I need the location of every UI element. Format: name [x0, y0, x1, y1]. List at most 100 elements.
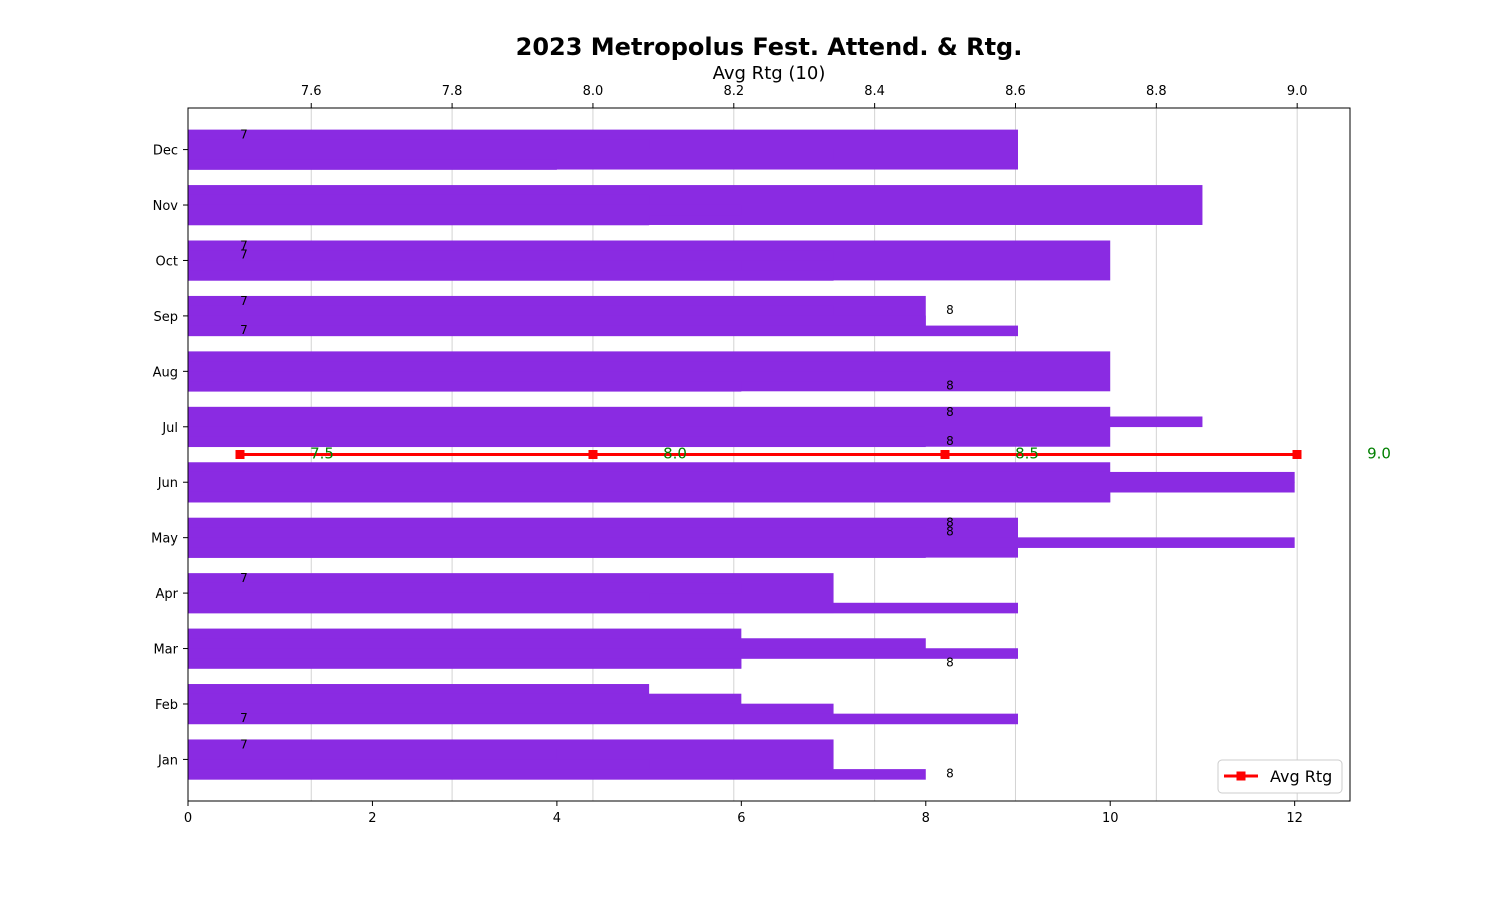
bar-dec-strip [188, 139, 650, 150]
bar-annotation: 8 [946, 303, 954, 317]
bar-jun-strip [188, 481, 1295, 493]
rating-marker [235, 450, 245, 459]
y-tick-label: Jun [157, 476, 178, 491]
bar-annotation: 8 [946, 405, 954, 419]
rating-label: 8.5 [1015, 445, 1039, 463]
y-tick-label: Mar [153, 643, 178, 658]
x-tick-label: 2 [368, 811, 376, 826]
bar-jan-strip [188, 749, 557, 760]
bar-annotation: 8 [946, 434, 954, 448]
top-tick-label: 8.2 [723, 84, 744, 99]
bar-mar-strip [188, 658, 742, 669]
bar-jul-strip [188, 436, 926, 448]
bar-annotation: 8 [946, 516, 954, 530]
bar-sep-strip [188, 325, 1018, 337]
rating-marker [588, 450, 598, 459]
y-tick-label: Nov [153, 199, 179, 214]
bar-feb-strip [188, 703, 834, 715]
legend-marker [1236, 771, 1246, 781]
bar-nov-strip [188, 204, 742, 216]
y-tick-label: Aug [153, 365, 178, 380]
rating-marker [1292, 450, 1302, 459]
bar-annotation: 8 [946, 656, 954, 670]
bar-nov-strip [188, 194, 650, 206]
top-tick-label: 8.6 [1005, 84, 1026, 99]
y-tick-label: Apr [156, 587, 179, 602]
y-tick-label: May [151, 532, 178, 547]
bar-jul-strip [188, 416, 1203, 428]
bar-annotation: 7 [240, 239, 248, 253]
legend-box [1217, 759, 1343, 794]
bar-annotation: 7 [240, 571, 248, 585]
bar-aug-strip [188, 371, 926, 382]
top-tick-label: 7.6 [301, 84, 322, 99]
bar-aug-strip [188, 381, 742, 392]
bar-may-strip [188, 527, 926, 538]
bar-dec-strip [188, 149, 834, 160]
rating-label: 8.0 [663, 445, 687, 463]
rating-label: 9.0 [1367, 445, 1391, 463]
bar-may-strip [188, 547, 926, 558]
bar-annotation: 7 [240, 128, 248, 142]
y-tick-label: Dec [153, 144, 178, 159]
bar-oct-strip [188, 270, 834, 281]
y-tick-label: Jan [157, 753, 178, 768]
bar-annotation: 8 [946, 378, 954, 392]
bar-jun-strip [188, 471, 1295, 483]
bar-annotation: 7 [240, 737, 248, 751]
bar-mar-strip [188, 648, 1018, 659]
bar-jul-strip [188, 426, 926, 438]
legend-label: Avg Rtg [1270, 767, 1332, 786]
chart-title: 2023 Metropolus Fest. Attend. & Rtg. [516, 33, 1023, 61]
bar-jan-strip [188, 759, 650, 770]
rating-marker [940, 450, 950, 459]
bar-oct-strip [188, 260, 742, 271]
y-tick-label: Oct [156, 254, 178, 269]
bar-jun-strip [188, 491, 1111, 503]
bar-apr-strip [188, 592, 650, 604]
x-tick-label: 8 [922, 811, 930, 826]
bar-annotation: 7 [240, 711, 248, 725]
plot-frame [187, 107, 1351, 802]
bar-aug-strip [188, 361, 1018, 372]
bar-mar-strip [188, 638, 926, 649]
x-tick-label: 12 [1286, 811, 1303, 826]
top-tick-label: 9.0 [1287, 84, 1308, 99]
x-tick-label: 4 [553, 811, 561, 826]
y-tick-label: Jul [161, 421, 178, 436]
bar-sep-strip [188, 315, 926, 327]
x-tick-label: 0 [184, 811, 192, 826]
x-tick-label: 6 [737, 811, 745, 826]
bar-apr-strip [188, 582, 742, 594]
rating-series: 7.5 8.0 8.5 9.0 [235, 445, 1391, 463]
top-tick-label: 8.8 [1146, 84, 1167, 99]
x-tick-label: 10 [1102, 811, 1119, 826]
axes: 7.6 7.8 8.0 8.2 8.4 8.6 8.8 9.0 Jan Feb Mar Apr May J… [151, 84, 1307, 826]
legend: Avg Rtg [1217, 759, 1343, 794]
top-tick-label: 8.0 [583, 84, 604, 99]
bar-annotation: 8 [946, 766, 954, 780]
top-tick-label: 8.4 [864, 84, 885, 99]
bar-apr-strip [188, 602, 1018, 614]
bar-sep-strip [188, 305, 834, 317]
y-tick-label: Feb [155, 698, 178, 713]
bar-annotation: 7 [240, 294, 248, 308]
top-axis-title: Avg Rtg (10) [713, 63, 826, 84]
rating-label: 7.5 [310, 445, 334, 463]
bar-nov-strip [188, 214, 650, 226]
bar-annotation: 8 [946, 525, 954, 539]
bar-annotation: 7 [240, 323, 248, 337]
top-tick-label: 7.8 [442, 84, 463, 99]
y-tick-label: Sep [153, 310, 178, 325]
bar-oct-strip [188, 250, 834, 261]
bar-feb-strip [188, 713, 1018, 725]
bar-jan-strip [188, 769, 926, 780]
bar-annotation: 7 [240, 248, 248, 262]
bar-feb-strip [188, 693, 742, 705]
bar-dec-strip [188, 159, 557, 170]
bar-may-strip [188, 537, 1295, 548]
bars [188, 129, 1295, 780]
